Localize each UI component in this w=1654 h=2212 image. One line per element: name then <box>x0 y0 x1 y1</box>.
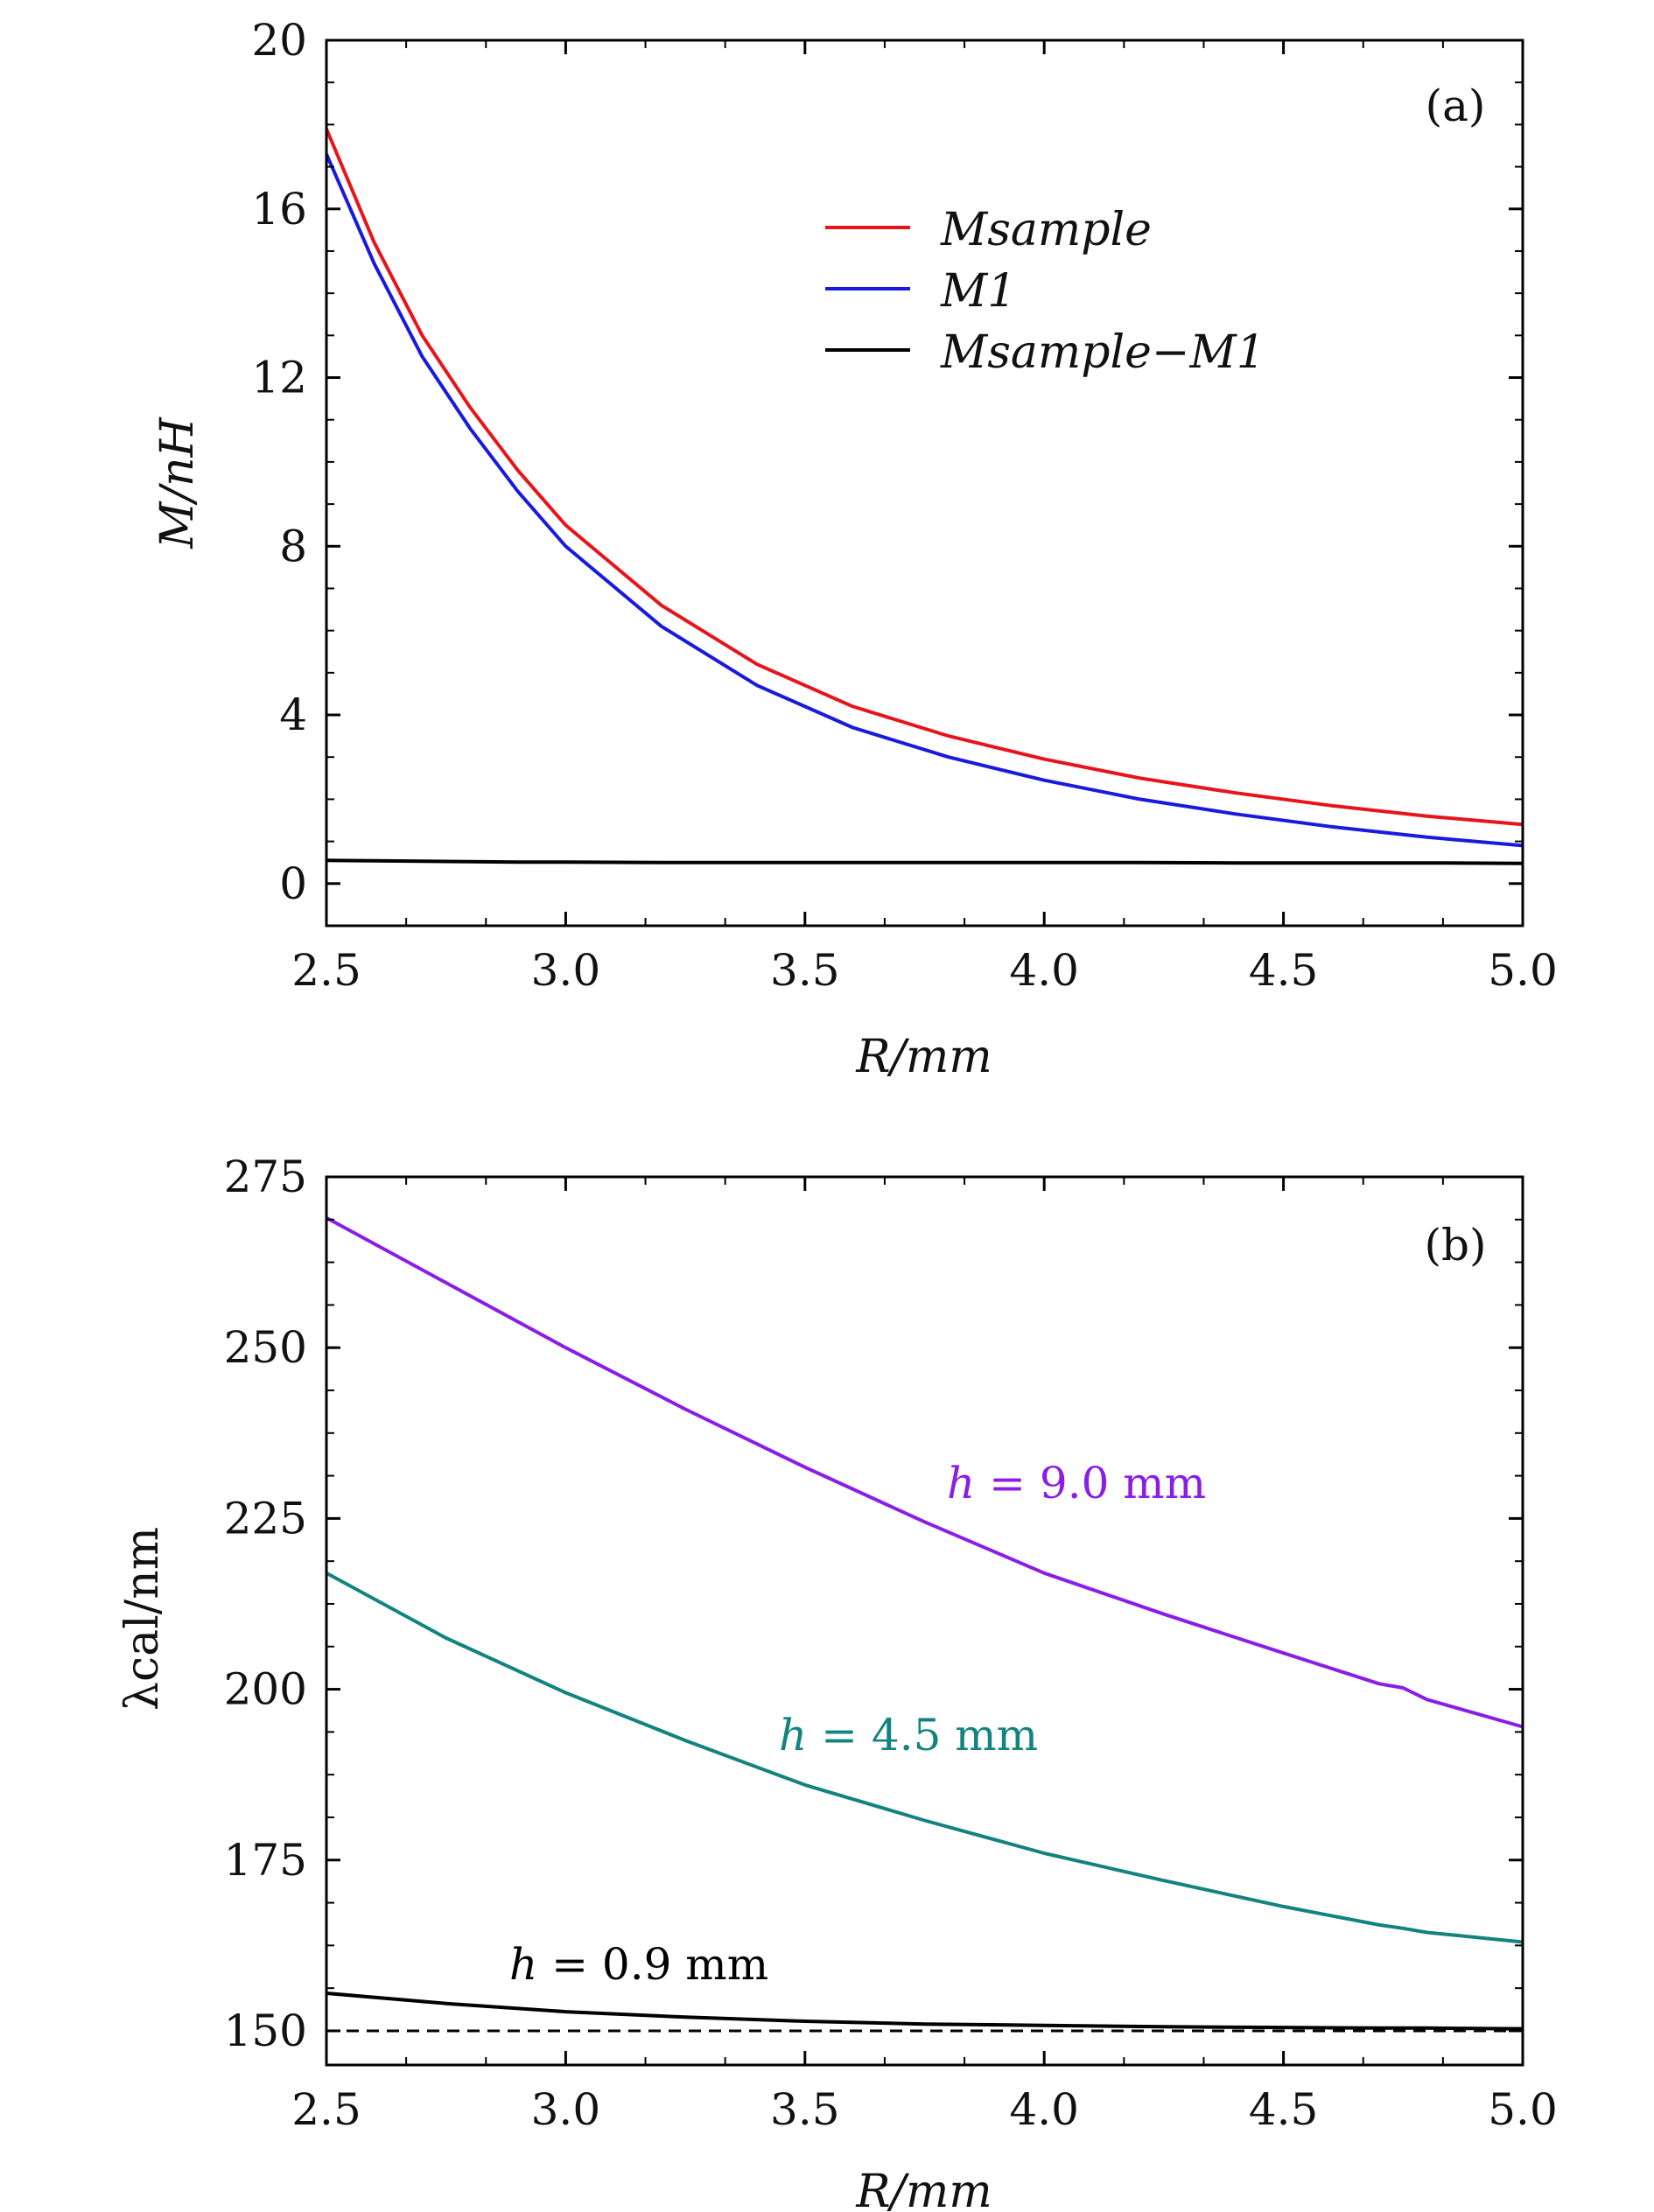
y-tick-label: 16 <box>251 184 307 234</box>
annotation-h-9-0: h = 9.0 mm <box>947 1458 1206 1508</box>
x-tick-label: 3.0 <box>531 945 601 996</box>
y-tick-label: 225 <box>224 1493 307 1544</box>
x-tick-label: 3.5 <box>770 2084 840 2135</box>
x-tick-label: 4.0 <box>1009 945 1079 996</box>
y-tick-label: 4 <box>279 690 307 740</box>
panel-a-legend: Msample M1 Msample−M1 <box>825 204 1265 379</box>
series-line-0-2 <box>326 858 1524 865</box>
panel-a-ticks: 2.5 3.0 3.5 4.0 4.5 5.0 0 4 8 12 16 20 <box>251 15 1557 996</box>
panel-a-y-axis-label: M/nH <box>151 416 204 550</box>
x-tick-label: 3.5 <box>770 945 840 996</box>
y-tick-label: 20 <box>251 15 307 66</box>
panel-b-tag: (b) <box>1424 1220 1486 1270</box>
y-tick-label: 8 <box>279 521 307 571</box>
x-tick-label: 3.0 <box>531 2084 601 2135</box>
x-tick-label: 4.5 <box>1249 945 1319 996</box>
legend-label-m1: M1 <box>940 265 1016 318</box>
x-tick-label: 2.5 <box>291 945 361 996</box>
series-line-1-1 <box>326 1572 1524 1944</box>
x-tick-label: 4.5 <box>1249 2084 1319 2135</box>
y-tick-label: 275 <box>224 1152 307 1202</box>
panel-b-x-axis-label: R/mm <box>855 2166 992 2212</box>
y-tick-label: 250 <box>224 1322 307 1373</box>
x-tick-label: 4.0 <box>1009 2084 1079 2135</box>
legend-label-msample: Msample <box>940 204 1152 256</box>
series-line-0-0 <box>325 128 1524 827</box>
panel-a-tag: (a) <box>1426 80 1486 131</box>
panel-a-frame <box>325 38 1524 928</box>
y-tick-label: 12 <box>251 353 307 403</box>
panel-b: 2.5 3.0 3.5 4.0 4.5 5.0 150 175 200 225 250 275 (b)… <box>116 1152 1558 2212</box>
panel-b-frame <box>325 1175 1524 2067</box>
x-tick-label: 5.0 <box>1488 2084 1558 2135</box>
y-tick-label: 200 <box>224 1664 307 1715</box>
y-tick-label: 175 <box>224 1835 307 1886</box>
panel-a: 2.5 3.0 3.5 4.0 4.5 5.0 0 4 8 12 16 20 (a) Msample … <box>151 15 1558 1083</box>
x-tick-label: 5.0 <box>1488 945 1558 996</box>
series-line-1-2 <box>326 1992 1524 2031</box>
y-tick-label: 0 <box>279 858 307 909</box>
x-tick-label: 2.5 <box>291 2084 361 2135</box>
y-tick-label: 150 <box>224 2006 307 2056</box>
panel-a-series <box>325 128 1524 865</box>
legend-label-difference: Msample−M1 <box>940 326 1265 379</box>
series-line-1-0 <box>326 1216 1524 1729</box>
panel-a-x-axis-label: R/mm <box>855 1031 992 1083</box>
series-line-0-1 <box>325 153 1524 848</box>
annotation-h-0-9: h = 0.9 mm <box>509 1939 768 1990</box>
panel-b-y-axis-label: λcal/nm <box>116 1527 169 1711</box>
panel-b-ticks: 2.5 3.0 3.5 4.0 4.5 5.0 150 175 200 225 250 275 <box>224 1152 1558 2135</box>
annotation-h-4-5: h = 4.5 mm <box>779 1710 1038 1760</box>
panel-b-series <box>326 1216 1524 2031</box>
